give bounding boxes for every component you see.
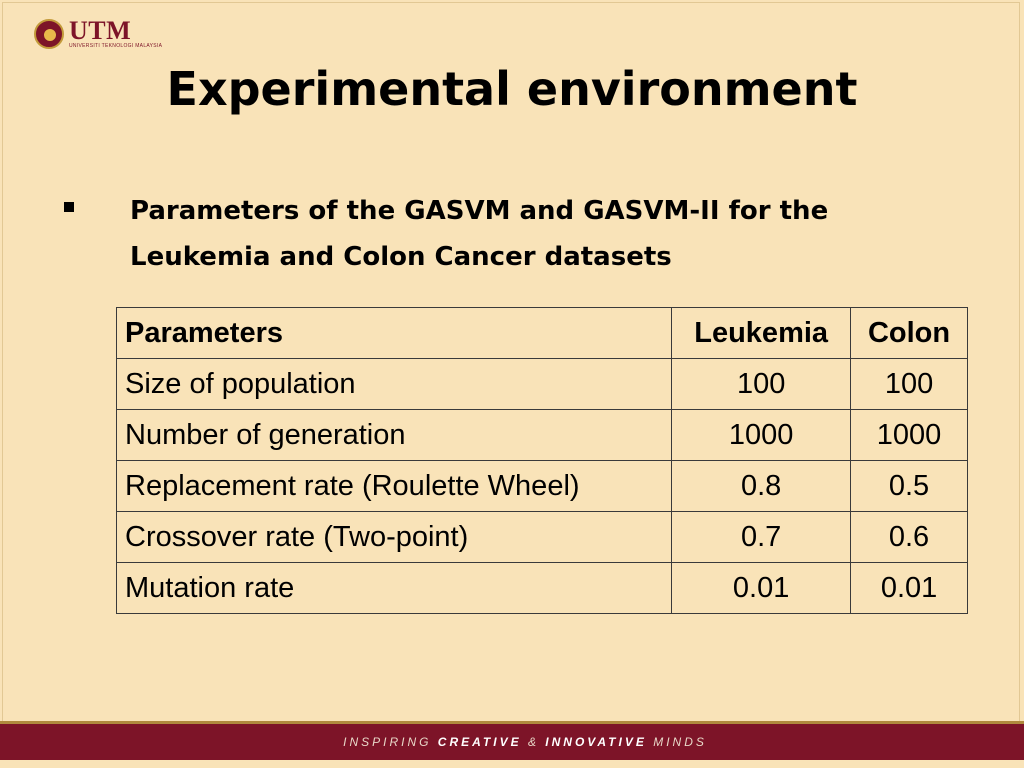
footer-tagline: INSPIRING CREATIVE & INNOVATIVE MINDS <box>343 735 707 749</box>
logo-text: UTM UNIVERSITI TEKNOLOGI MALAYSIA <box>69 16 163 50</box>
square-bullet-icon <box>64 202 74 212</box>
logo-subtext: UNIVERSITI TEKNOLOGI MALAYSIA <box>69 43 163 49</box>
leukemia-value: 0.8 <box>671 460 852 512</box>
slide-title: Experimental environment <box>166 62 858 116</box>
header-parameters: Parameters <box>115 307 673 359</box>
table-header-row: Parameters Leukemia Colon <box>115 307 968 359</box>
tagline-inspiring: INSPIRING <box>343 735 432 749</box>
param-name: Mutation rate <box>115 562 673 614</box>
colon-value: 0.01 <box>850 562 968 614</box>
param-name: Number of generation <box>115 409 673 461</box>
table-row: Size of population 100 100 <box>115 358 968 410</box>
header-colon: Colon <box>850 307 968 359</box>
tagline-creative: CREATIVE <box>437 735 522 749</box>
colon-value: 0.6 <box>850 511 968 563</box>
bullet-text: Parameters of the GASVM and GASVM-II for… <box>130 196 829 272</box>
table-row: Mutation rate 0.01 0.01 <box>115 562 968 614</box>
leukemia-value: 0.01 <box>671 562 852 614</box>
bullet-item: Parameters of the GASVM and GASVM-II for… <box>64 188 964 280</box>
logo-wordmark: UTM <box>69 16 132 45</box>
table-row: Number of generation 1000 1000 <box>115 409 968 461</box>
tagline-minds: MINDS <box>653 735 707 749</box>
footer-strip <box>0 760 1024 768</box>
param-name: Size of population <box>115 358 673 410</box>
param-name: Crossover rate (Two-point) <box>115 511 673 563</box>
utm-seal-icon <box>34 19 64 49</box>
leukemia-value: 0.7 <box>671 511 852 563</box>
header-leukemia: Leukemia <box>671 307 852 359</box>
footer-bar: INSPIRING CREATIVE & INNOVATIVE MINDS <box>0 721 1024 760</box>
leukemia-value: 1000 <box>671 409 852 461</box>
tagline-innovative: INNOVATIVE <box>545 735 647 749</box>
table-row: Replacement rate (Roulette Wheel) 0.8 0.… <box>115 460 968 512</box>
utm-logo: UTM UNIVERSITI TEKNOLOGI MALAYSIA <box>34 14 162 54</box>
param-name: Replacement rate (Roulette Wheel) <box>115 460 673 512</box>
colon-value: 1000 <box>850 409 968 461</box>
colon-value: 0.5 <box>850 460 968 512</box>
leukemia-value: 100 <box>671 358 852 410</box>
parameters-table: Parameters Leukemia Colon Size of popula… <box>115 307 968 614</box>
tagline-ampersand: & <box>527 735 539 749</box>
table-row: Crossover rate (Two-point) 0.7 0.6 <box>115 511 968 563</box>
colon-value: 100 <box>850 358 968 410</box>
